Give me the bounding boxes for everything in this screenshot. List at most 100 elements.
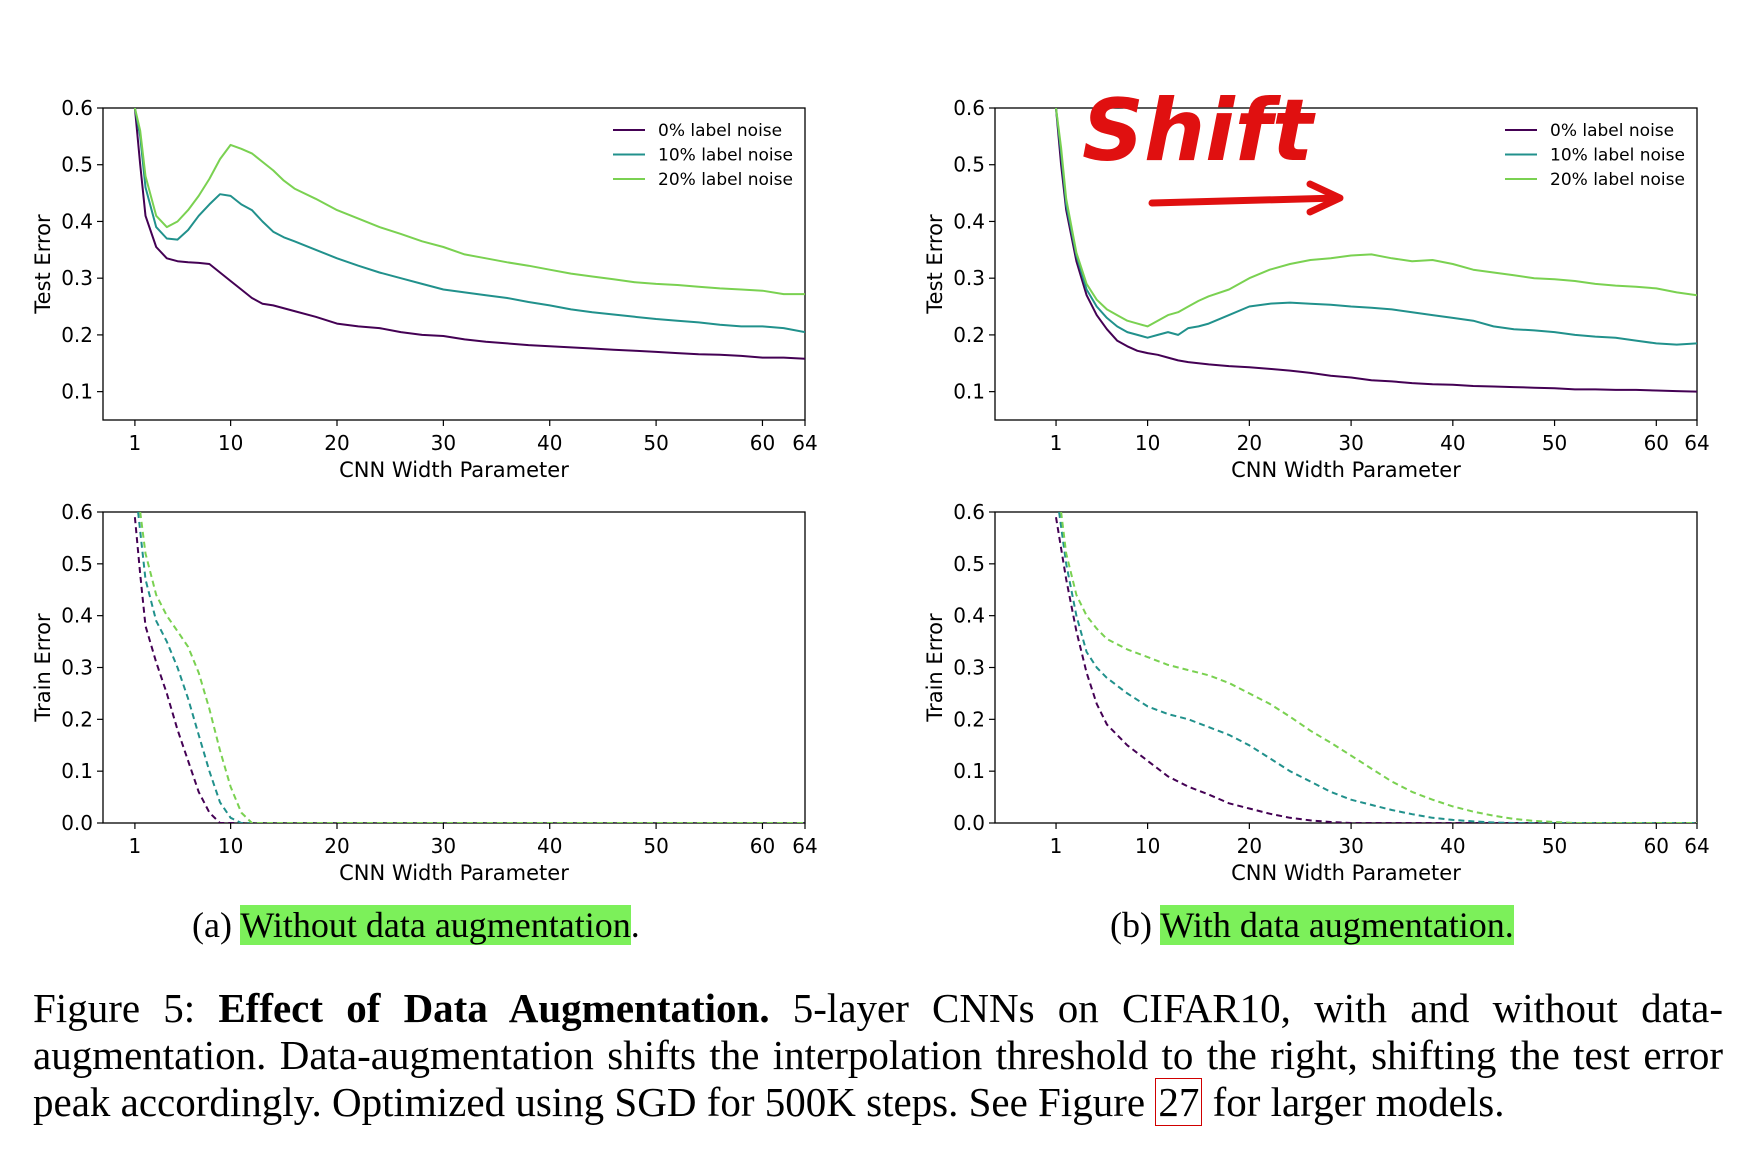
x-tick-label: 60 — [750, 431, 775, 455]
x-tick-label: 64 — [1684, 834, 1709, 858]
caption-body-2: for larger models. — [1202, 1079, 1505, 1125]
x-tick-label: 30 — [1338, 431, 1363, 455]
y-tick-label: 0.3 — [61, 656, 93, 680]
x-tick-label: 60 — [1644, 834, 1669, 858]
series-line-10-label-noise — [133, 108, 805, 334]
y-axis-label: Train Error — [31, 613, 55, 723]
y-tick-label: 0.5 — [953, 552, 985, 576]
series-line-0-label-noise — [133, 517, 805, 823]
y-tick-label: 0.6 — [61, 96, 93, 120]
chart-a-test: 1 10 20 30 40 50 60 64 0.1 0.2 0.3 0.4 0.5 0.6 CNN Wid… — [31, 96, 818, 482]
series-line-0-label-noise — [1055, 108, 1697, 393]
x-tick-label: 40 — [1440, 431, 1465, 455]
y-tick-label: 0.4 — [953, 604, 985, 628]
x-tick-label: 60 — [750, 834, 775, 858]
legend-label: 20% label noise — [1550, 170, 1685, 190]
y-tick-label: 0.5 — [61, 153, 93, 177]
series-line-20-label-noise — [139, 512, 805, 823]
legend-label: 10% label noise — [1550, 146, 1685, 166]
legend-label: 10% label noise — [658, 146, 793, 166]
x-tick-label: 10 — [218, 834, 243, 858]
series-line-10-label-noise — [137, 512, 805, 823]
y-tick-label: 0.4 — [61, 209, 93, 233]
y-tick-label: 0.1 — [61, 380, 93, 404]
y-tick-label: 0.2 — [953, 323, 985, 347]
subcaption-a-prefix: (a) — [192, 905, 241, 945]
figure-caption: Figure 5: Effect of Data Augmentation. 5… — [33, 985, 1723, 1126]
y-tick-label: 0.6 — [953, 96, 985, 120]
subcaption-a-suffix: . — [630, 905, 640, 945]
x-tick-label: 1 — [1050, 834, 1063, 858]
y-tick-label: 0.1 — [953, 759, 985, 783]
x-axis-label: CNN Width Parameter — [339, 458, 569, 482]
x-axis-label: CNN Width Parameter — [1231, 458, 1461, 482]
x-tick-label: 10 — [1135, 834, 1160, 858]
x-tick-label: 50 — [1542, 834, 1567, 858]
x-tick-label: 64 — [1684, 431, 1709, 455]
x-tick-label: 1 — [129, 431, 142, 455]
y-tick-label: 0.4 — [953, 209, 985, 233]
x-tick-label: 40 — [537, 834, 562, 858]
series-line-20-label-noise — [1055, 108, 1697, 328]
y-tick-label: 0.2 — [953, 707, 985, 731]
y-tick-label: 0.3 — [953, 656, 985, 680]
x-tick-label: 30 — [1338, 834, 1363, 858]
x-tick-label: 20 — [1237, 431, 1262, 455]
x-tick-label: 40 — [1440, 834, 1465, 858]
series-line-20-label-noise — [1060, 512, 1697, 823]
y-tick-label: 0.5 — [953, 153, 985, 177]
y-axis-label: Train Error — [923, 613, 947, 723]
legend-label: 0% label noise — [1550, 121, 1674, 141]
y-tick-label: 0.1 — [61, 759, 93, 783]
shift-arrow-shaft — [1148, 194, 1342, 207]
x-tick-label: 10 — [218, 431, 243, 455]
x-tick-label: 1 — [129, 834, 142, 858]
plot-frame — [102, 511, 806, 824]
y-tick-label: 0.2 — [61, 707, 93, 731]
y-tick-label: 0.6 — [61, 500, 93, 524]
series-line-10-label-noise — [1055, 108, 1697, 346]
x-tick-label: 1 — [1050, 431, 1063, 455]
caption-label: Figure 5: — [33, 985, 219, 1031]
y-tick-label: 0.4 — [61, 604, 93, 628]
x-tick-label: 50 — [1542, 431, 1567, 455]
caption-title: Effect of Data Augmentation. — [218, 985, 770, 1031]
x-tick-label: 40 — [537, 431, 562, 455]
subcaption-a: (a) Without data augmentation. — [192, 904, 640, 946]
x-tick-label: 64 — [792, 431, 817, 455]
shift-annotation: Shift — [1082, 81, 1344, 216]
subcaption-b-highlight: With data augmentation. — [1160, 905, 1514, 945]
y-tick-label: 0.6 — [953, 500, 985, 524]
x-tick-label: 20 — [1237, 834, 1262, 858]
series-line-0-label-noise — [1055, 517, 1697, 823]
x-tick-label: 50 — [643, 431, 668, 455]
legend: 0% label noise 10% label noise 20% label n… — [613, 121, 793, 190]
legend-label: 0% label noise — [658, 121, 782, 141]
x-tick-label: 30 — [431, 431, 456, 455]
plot-frame — [102, 107, 806, 421]
y-tick-label: 0.0 — [953, 811, 985, 835]
y-tick-label: 0.3 — [61, 266, 93, 290]
y-tick-label: 0.5 — [61, 552, 93, 576]
subcaption-b: (b) With data augmentation. — [1110, 904, 1514, 946]
x-tick-label: 30 — [431, 834, 456, 858]
chart-a-train: 1 10 20 30 40 50 60 64 0.0 0.1 0.2 0.3 0.4 0.5 0.6 CNN … — [31, 500, 818, 885]
plot-frame — [994, 107, 1698, 421]
shift-annotation-text: Shift — [1082, 81, 1316, 181]
series-line-20-label-noise — [133, 108, 805, 296]
figure-reference-link[interactable]: 27 — [1155, 1078, 1203, 1126]
y-axis-label: Test Error — [923, 214, 947, 315]
x-tick-label: 60 — [1644, 431, 1669, 455]
x-tick-label: 20 — [324, 431, 349, 455]
y-tick-label: 0.1 — [953, 380, 985, 404]
y-axis-label: Test Error — [31, 214, 55, 315]
x-tick-label: 64 — [792, 834, 817, 858]
legend-label: 20% label noise — [658, 170, 793, 190]
chart-b-train: 1 10 20 30 40 50 60 64 0.0 0.1 0.2 0.3 0.4 0.5 0.6 CNN … — [923, 500, 1710, 885]
legend: 0% label noise 10% label noise 20% label n… — [1505, 121, 1685, 190]
x-tick-label: 20 — [324, 834, 349, 858]
series-line-0-label-noise — [133, 108, 805, 360]
shift-arrow-head — [1306, 180, 1344, 216]
subcaption-a-highlight: Without data augmentation — [240, 905, 631, 945]
